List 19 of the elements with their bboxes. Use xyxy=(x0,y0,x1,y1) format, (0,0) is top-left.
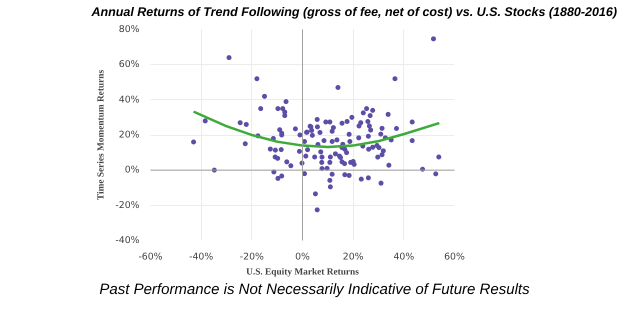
x-tick-label: 20% xyxy=(342,252,364,262)
x-axis-title: U.S. Equity Market Returns xyxy=(246,268,360,278)
y-tick-label: 0% xyxy=(124,164,140,176)
chart-title: Annual Returns of Trend Following (gross of fee, net of cost) vs. U.S. Stocks (1880-2016) xyxy=(91,4,617,21)
y-tick-label: 20% xyxy=(118,130,140,140)
x-tick-label: -40% xyxy=(189,252,214,262)
line-series xyxy=(192,110,441,148)
x-tick-label: -60% xyxy=(138,252,163,262)
y-tick-label: -40% xyxy=(115,235,140,246)
y-tick-label: 40% xyxy=(118,94,140,106)
y-tick-label: 80% xyxy=(118,24,140,35)
y-axis-title: Time Series Momentum Returns xyxy=(96,70,106,200)
x-tick-label: -20% xyxy=(240,252,264,262)
x-tick-label: 0% xyxy=(295,252,310,262)
y-tick-label: -20% xyxy=(115,200,140,211)
y-tick-label: 60% xyxy=(118,59,140,70)
text: Past Performance is Not Necessarily Indicative of Future Results xyxy=(99,280,530,300)
x-tick-label: 60% xyxy=(444,252,466,262)
x-tick-label: 40% xyxy=(393,252,414,262)
